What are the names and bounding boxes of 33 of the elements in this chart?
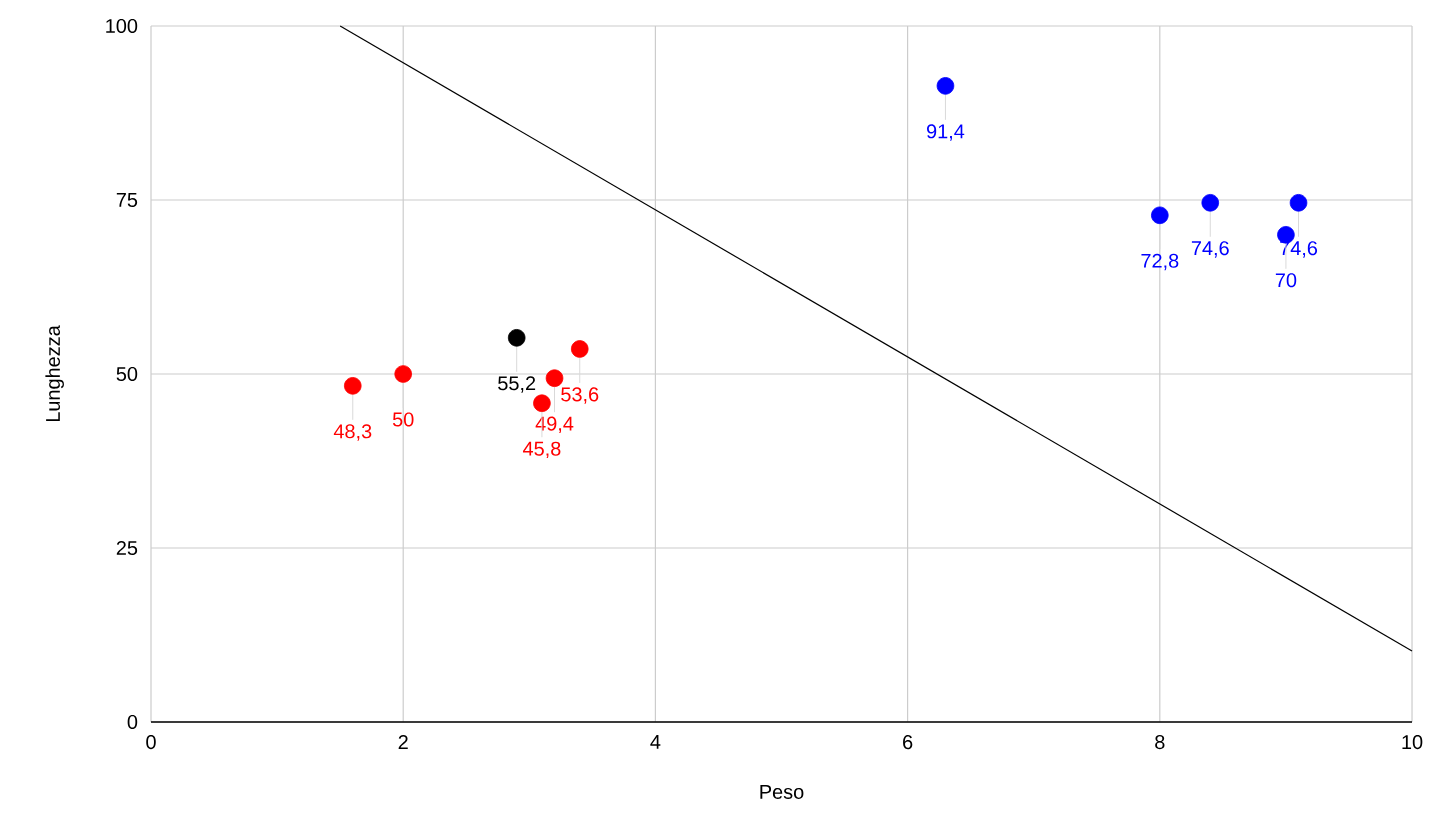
data-label: 70 — [1275, 273, 1297, 288]
point — [1151, 206, 1169, 225]
y-tick-label: 0 — [127, 714, 138, 730]
x-tick-label: 2 — [398, 735, 408, 749]
data-label: 72,8 — [1141, 253, 1179, 271]
y-tick-label: 75 — [116, 193, 138, 207]
x-tick-label: 10 — [1402, 735, 1423, 750]
data-label: 91,4 — [926, 124, 965, 141]
y-tick-label: 50 — [116, 366, 138, 382]
data-label: 45,8 — [522, 441, 561, 459]
x-axis-title: Peso — [760, 785, 804, 799]
point — [533, 394, 551, 412]
x-tick-label: 6 — [903, 735, 913, 750]
x-tick-label: 4 — [650, 735, 661, 749]
data-label: 49,4 — [535, 416, 574, 434]
point — [343, 377, 362, 395]
point — [570, 340, 589, 358]
data-label: 50 — [392, 412, 414, 427]
point — [936, 77, 955, 95]
point — [1201, 194, 1220, 212]
y-tick-label: 25 — [116, 540, 138, 556]
y-tick-label: 100 — [106, 18, 138, 34]
data-label: 48,3 — [333, 424, 372, 441]
point — [507, 329, 526, 347]
point — [394, 365, 412, 383]
point — [545, 369, 564, 387]
data-label: 55,2 — [498, 376, 536, 393]
y-axis-title: Lunghezza — [45, 325, 64, 422]
x-tick-label: 8 — [1155, 735, 1165, 750]
point — [1289, 194, 1308, 212]
data-label: 53,6 — [561, 387, 599, 404]
data-label: 74,6 — [1191, 241, 1229, 258]
x-tick-label: 0 — [146, 735, 156, 750]
